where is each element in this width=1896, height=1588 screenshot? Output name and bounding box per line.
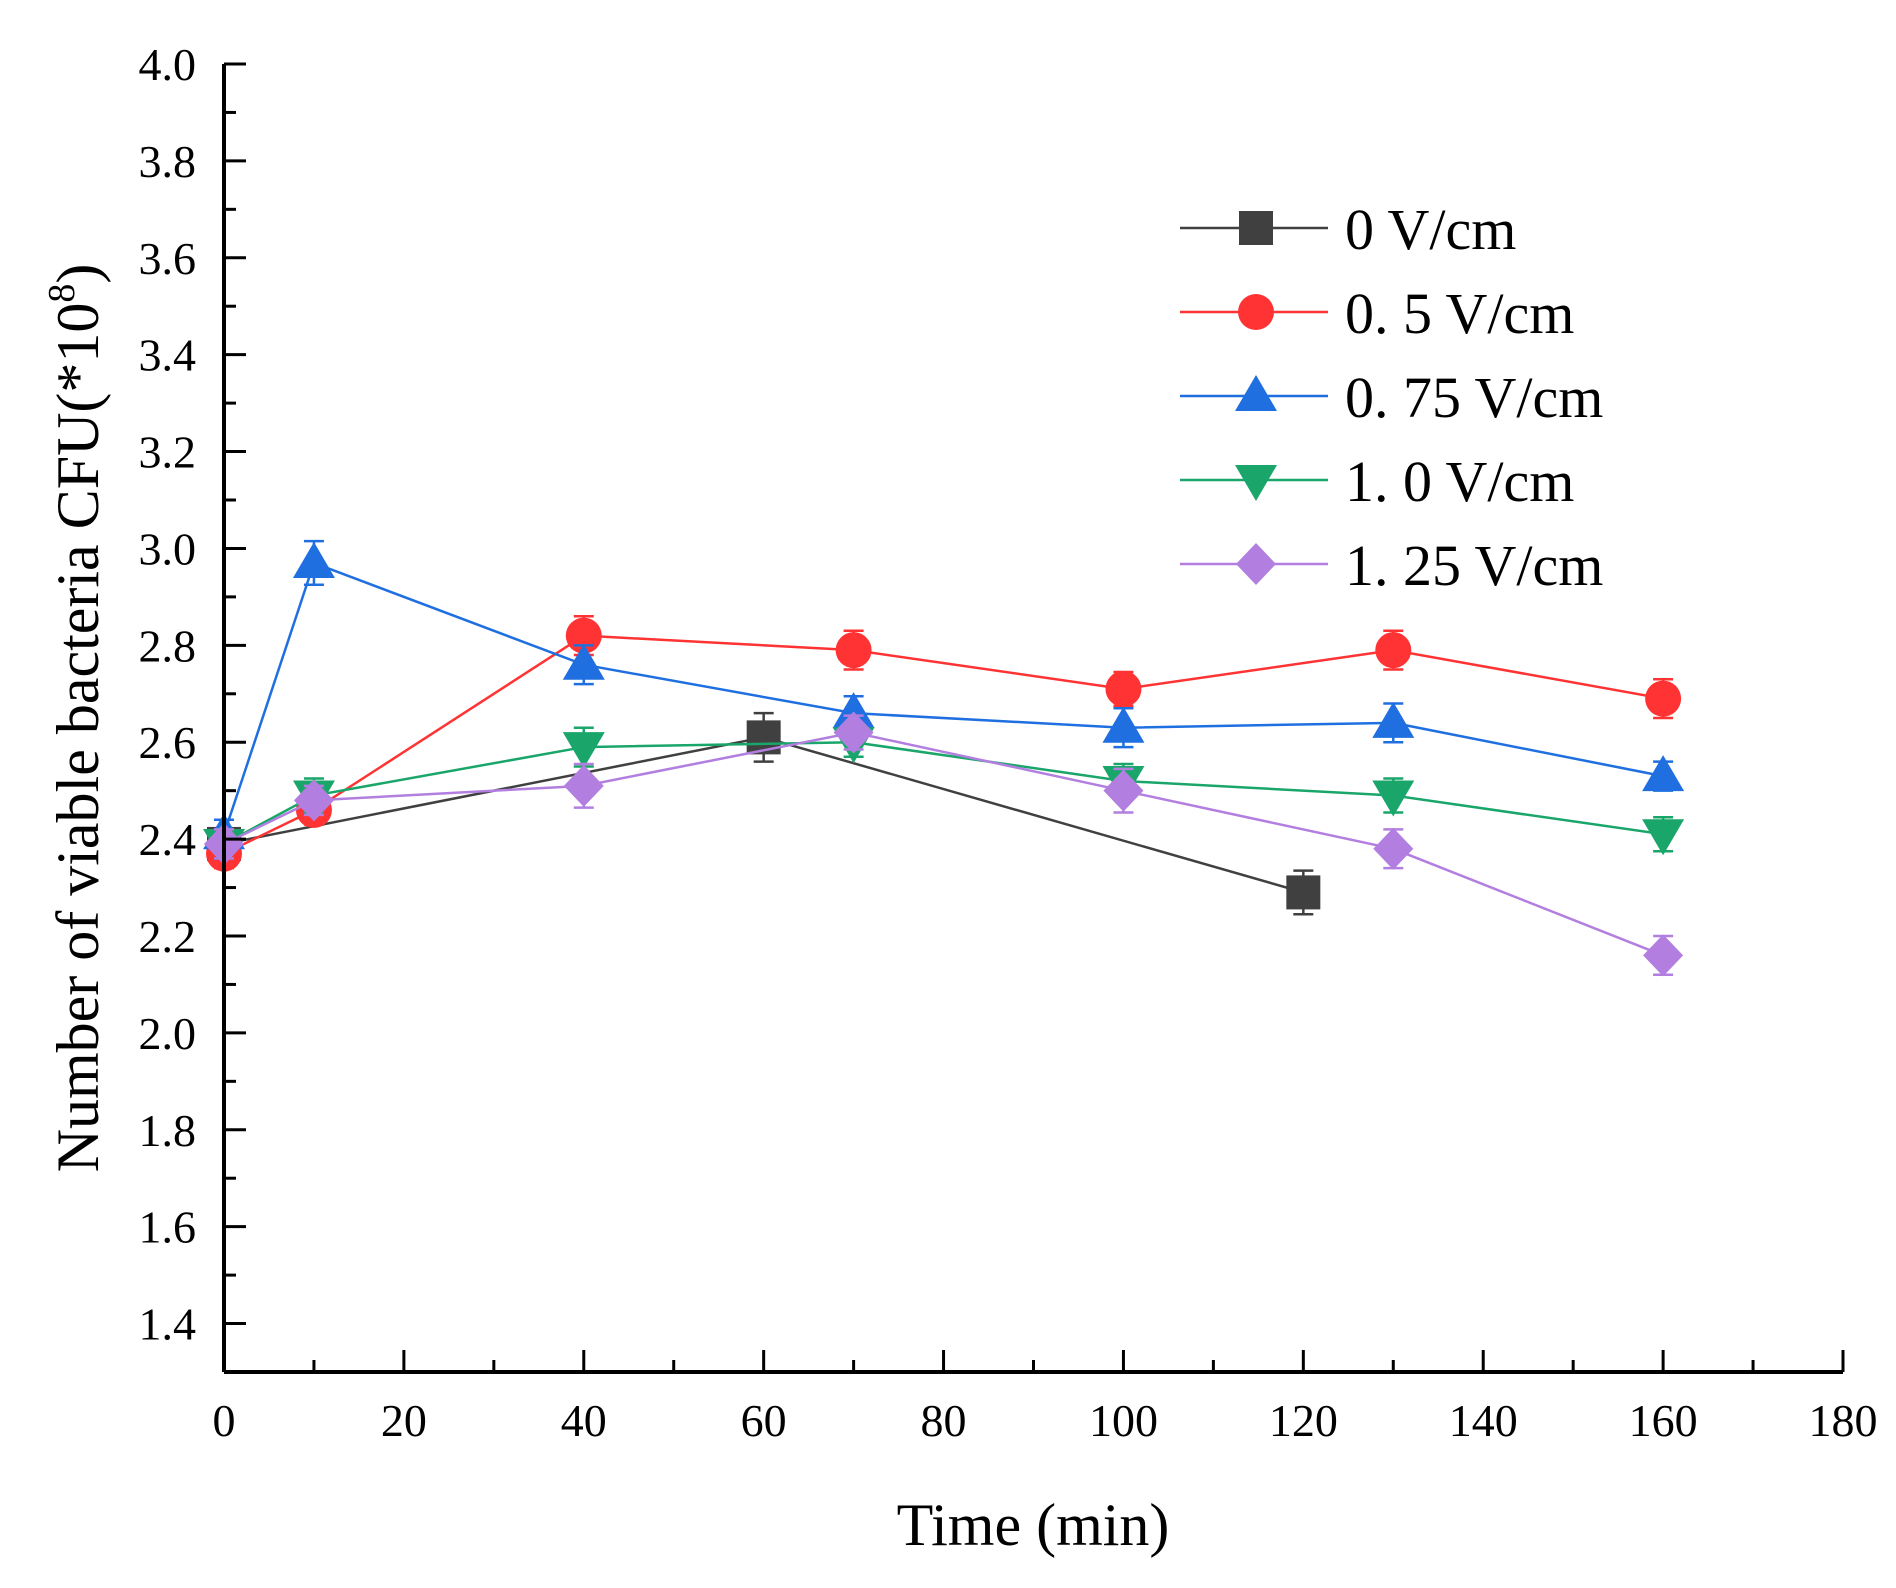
series-5 [204,711,1684,977]
data-point [833,711,874,754]
legend-item: 0 V/cm [1180,197,1516,262]
data-point [1286,875,1321,910]
legend-label: 0. 5 V/cm [1345,281,1574,346]
data-point [1103,769,1144,812]
y-tick-label: 2.2 [139,911,197,962]
y-tick-label: 2.8 [139,620,197,671]
legend-label: 0. 75 V/cm [1345,365,1603,430]
y-axis-title: Number of viable bacteria CFU(*108) [41,264,111,1173]
legend-marker [1238,294,1274,330]
data-point [1375,632,1412,669]
legend-marker [1239,211,1273,245]
y-ticks: 1.4 1.6 1.8 2.0 2.2 2.4 2.6 2.8 3.0 3.2 3.4 3.6 3.8 4… [139,39,246,1374]
y-axis-title-exponent: 8 [41,284,83,303]
legend-label: 1. 25 V/cm [1345,533,1603,598]
data-point [293,779,334,822]
legend-label: 1. 0 V/cm [1345,449,1574,514]
y-tick-label: 2.4 [139,814,197,865]
legend-item: 1. 0 V/cm [1180,449,1574,514]
y-axis-title-close: ) [45,264,111,284]
legend-item: 1. 25 V/cm [1180,533,1603,598]
x-tick-label: 140 [1449,1395,1518,1446]
data-point [1105,670,1142,707]
legend-marker [1235,465,1277,501]
x-tick-label: 0 [213,1395,236,1446]
data-point [1372,701,1415,738]
data-point [562,732,605,769]
data-point [1102,706,1145,743]
series-4 [203,726,1685,865]
y-tick-label: 3.2 [139,427,197,478]
data-point [832,692,875,729]
legend-label: 0 V/cm [1345,197,1516,262]
plot-area [203,539,1685,977]
data-point [1642,819,1685,856]
y-tick-label: 3.8 [139,136,197,187]
y-tick-label: 2.0 [139,1008,197,1059]
data-point [1642,755,1685,792]
legend: 0 V/cm 0. 5 V/cm 0. 75 V/cm 1. 0 V/cm 1. 25 … [1180,197,1603,598]
x-tick-label: 80 [921,1395,967,1446]
y-axis-title-main: Number of viable bacteria CFU(*10 [45,303,111,1173]
x-axis-title: Time (min) [897,1492,1170,1558]
legend-marker [1236,543,1276,585]
legend-marker [1235,375,1277,411]
y-tick-label: 4.0 [139,39,197,90]
series-2 [206,615,1682,872]
y-tick-label: 1.4 [139,1299,197,1350]
x-tick-label: 60 [741,1395,787,1446]
data-point [1372,780,1415,817]
data-point [1643,934,1684,977]
data-point [835,632,872,669]
data-point [292,541,335,578]
data-point [563,764,604,807]
y-tick-label: 3.4 [139,330,197,381]
x-ticks: 0 20 40 60 80 100 120 140 160 180 [213,1350,1878,1446]
x-tick-label: 120 [1269,1395,1338,1446]
y-tick-label: 3.0 [139,523,197,574]
x-tick-label: 100 [1089,1395,1158,1446]
data-point [562,643,605,680]
x-tick-label: 40 [561,1395,607,1446]
data-point [1373,827,1414,870]
legend-item: 0. 5 V/cm [1180,281,1574,346]
series-line [223,731,1664,957]
axes: 0 20 40 60 80 100 120 140 160 180 1.4 1.6 1.8 2.0 2.2… [139,39,1878,1446]
series-line [223,634,1664,855]
y-tick-label: 3.6 [139,233,197,284]
y-tick-label: 1.6 [139,1202,197,1253]
data-point [1645,680,1682,717]
legend-item: 0. 75 V/cm [1180,365,1603,430]
x-tick-label: 160 [1629,1395,1698,1446]
x-tick-label: 180 [1809,1395,1878,1446]
x-tick-label: 20 [381,1395,427,1446]
y-tick-label: 2.6 [139,717,197,768]
y-tick-label: 1.8 [139,1105,197,1156]
